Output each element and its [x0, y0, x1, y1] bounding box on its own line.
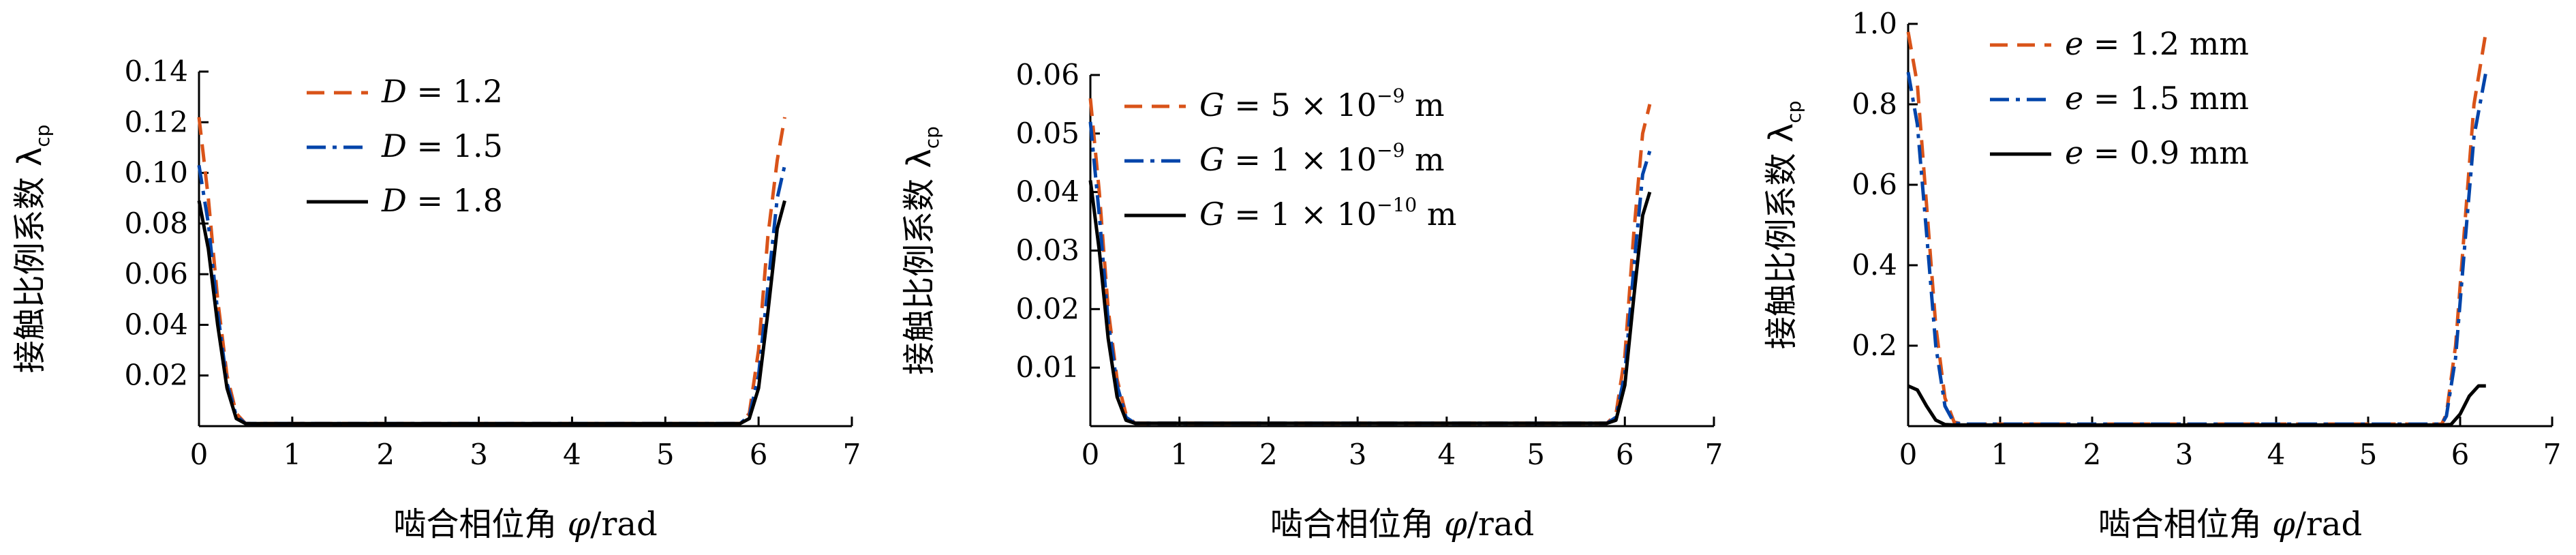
x-tick-label: 1 — [1170, 438, 1189, 471]
series-line-1 — [197, 117, 786, 425]
y-tick-label: 0.02 — [1015, 292, 1079, 325]
legend-entry: G = 1 × 10−10 m — [1199, 194, 1456, 232]
y-tick-label: 0.04 — [124, 308, 188, 341]
chart-panel-1: 0 1 2 3 4 5 6 7 0.02 0.04 0.06 0.08 0.10 0.12 0.14 D = … — [11, 55, 861, 543]
x-axis-label: 啮合相位角 φ/rad — [393, 505, 657, 543]
legend-entry: G = 1 × 10−9 m — [1199, 139, 1445, 178]
x-tick-label: 2 — [2083, 438, 2102, 471]
chart-panel-2: 0 1 2 3 4 5 6 7 0.01 0.02 0.03 0.04 0.05 0.06 G = 5 × … — [900, 58, 1723, 543]
y-tick-label: 0.01 — [1015, 350, 1079, 384]
series-line-1 — [1906, 31, 2488, 426]
x-tick-label: 3 — [1349, 438, 1367, 471]
y-tick-label: 0.04 — [1015, 175, 1079, 209]
x-tick-label: 3 — [470, 438, 488, 471]
legend-entry: D = 1.5 — [381, 127, 503, 164]
y-axis-label: 接触比例系数 λcp — [1762, 101, 1805, 350]
x-tick-label: 0 — [1082, 438, 1100, 471]
x-tick-label: 6 — [2451, 438, 2470, 471]
series-line-2 — [1906, 72, 2488, 426]
x-tick-label: 6 — [1616, 438, 1634, 471]
series-line-3 — [1088, 180, 1652, 425]
x-tick-label: 1 — [1991, 438, 2010, 471]
x-tick-label: 0 — [190, 438, 209, 471]
x-tick-label: 7 — [843, 438, 861, 471]
y-tick-label: 0.03 — [1015, 234, 1079, 267]
x-axis-label: 啮合相位角 φ/rad — [2098, 505, 2362, 543]
series-line-3 — [197, 200, 786, 425]
y-tick-label: 0.4 — [1852, 248, 1897, 282]
legend: D = 1.2 D = 1.5 D = 1.8 — [307, 73, 503, 219]
x-tick-label: 3 — [2175, 438, 2194, 471]
y-axis-label: 接触比例系数 λcp — [900, 126, 943, 375]
y-tick-label: 0.10 — [124, 156, 188, 190]
legend: e = 1.2 mm e = 1.5 mm e = 0.9 mm — [1990, 25, 2249, 171]
y-tick-label: 0.2 — [1852, 329, 1897, 362]
x-tick-label: 5 — [656, 438, 675, 471]
legend-entry: e = 0.9 mm — [2065, 134, 2249, 171]
y-axis-label: 接触比例系数 λcp — [11, 125, 54, 374]
legend-entry: G = 5 × 10−9 m — [1199, 85, 1445, 123]
y-tick-label: 0.05 — [1015, 117, 1079, 150]
legend-entry: D = 1.2 — [381, 73, 503, 110]
x-tick-label: 4 — [563, 438, 581, 471]
y-tick-label: 0.8 — [1852, 87, 1897, 121]
y-tick-label: 0.06 — [124, 257, 188, 290]
y-tick-label: 0.02 — [124, 359, 188, 392]
series-line-3 — [1907, 384, 2486, 427]
y-tick-label: 1.0 — [1852, 7, 1897, 40]
series-line-2 — [1088, 121, 1652, 425]
legend-entry: e = 1.2 mm — [2065, 25, 2249, 62]
legend-entry: e = 1.5 mm — [2065, 80, 2249, 117]
y-tick-label: 0.6 — [1852, 168, 1897, 201]
y-tick-label: 0.08 — [124, 207, 188, 240]
x-tick-label: 5 — [2359, 438, 2378, 471]
legend-entry: D = 1.8 — [381, 182, 503, 219]
x-tick-label: 2 — [1259, 438, 1278, 471]
x-tick-label: 4 — [2267, 438, 2286, 471]
x-tick-label: 4 — [1437, 438, 1456, 471]
x-tick-label: 1 — [283, 438, 301, 471]
x-tick-label: 6 — [750, 438, 768, 471]
y-tick-label: 0.12 — [124, 105, 188, 138]
y-tick-label: 0.06 — [1015, 58, 1079, 91]
x-tick-label: 5 — [1527, 438, 1545, 471]
x-tick-label: 7 — [1705, 438, 1723, 471]
legend: G = 5 × 10−9 m G = 1 × 10−9 m G = 1 × 10−1… — [1124, 85, 1456, 232]
x-axis-label: 啮合相位角 φ/rad — [1270, 505, 1534, 543]
x-tick-label: 2 — [376, 438, 395, 471]
y-tick-label: 0.14 — [124, 55, 188, 88]
x-tick-label: 0 — [1899, 438, 1918, 471]
x-tick-label: 7 — [2543, 438, 2562, 471]
chart-panel-3: 0 1 2 3 4 5 6 7 0.2 0.4 0.6 0.8 1.0 e = 1.2 mm e = 1.5… — [1762, 7, 2561, 543]
